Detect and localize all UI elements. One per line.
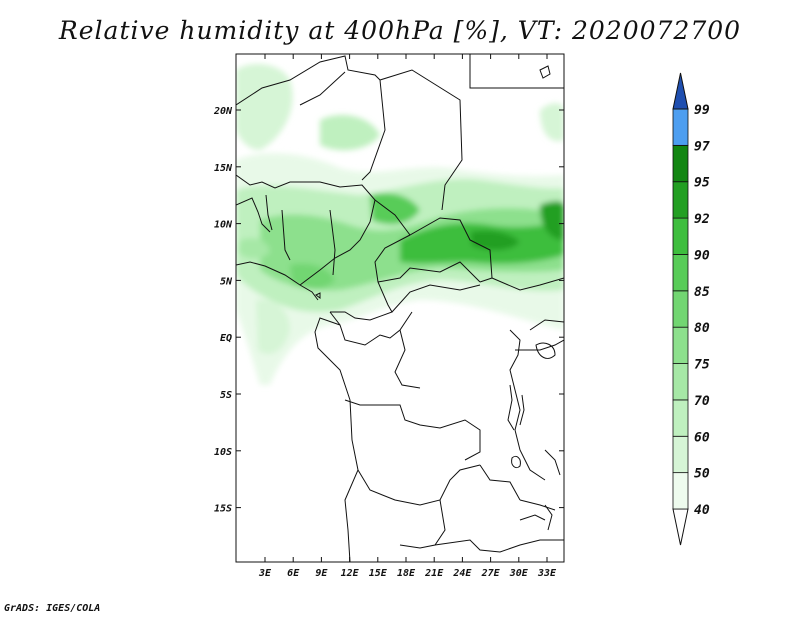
- colorbar-segment: [672, 435, 689, 474]
- lon-label: 30E: [509, 568, 529, 579]
- colorbar-label: 60: [694, 430, 710, 445]
- lon-label: 3E: [258, 568, 272, 579]
- lat-label: 15S: [214, 504, 232, 515]
- lon-label: 27E: [481, 568, 501, 579]
- colorbar-label: 80: [694, 321, 710, 336]
- colorbar-label: 50: [694, 467, 710, 482]
- grads-credit: GrADS: IGES/COLA: [4, 603, 101, 614]
- colorbar-label: 70: [694, 394, 710, 409]
- colorbar-segment: [672, 363, 689, 401]
- lon-label: 24E: [452, 568, 472, 579]
- colorbar-segment: [672, 472, 689, 510]
- colorbar-segment: [672, 326, 689, 364]
- colorbar-label: 97: [694, 139, 710, 154]
- colorbar-segment: [672, 144, 689, 183]
- colorbar-label: 92: [694, 212, 710, 227]
- humidity-field: [236, 64, 564, 385]
- longitude-axis: 3E 6E 9E 12E 15E 18E 21E 24E 27E 30E 33E: [258, 54, 557, 579]
- colorbar-top-arrow: [672, 72, 689, 110]
- colorbar-segment: [672, 254, 689, 292]
- lon-label: 9E: [315, 568, 328, 579]
- colorbar-segment: [672, 181, 689, 219]
- country-borders: [236, 54, 564, 562]
- lon-label: 15E: [369, 568, 388, 579]
- colorbar-segment: [672, 290, 689, 328]
- colorbar-segment: [672, 108, 689, 146]
- lat-label: 20N: [213, 106, 233, 117]
- lat-label: 5N: [220, 276, 233, 287]
- lon-label: 33E: [537, 568, 557, 579]
- lon-label: 21E: [424, 568, 444, 579]
- map-frame: [235, 53, 565, 563]
- colorbar-segment: [672, 399, 689, 437]
- lat-label: 10S: [214, 447, 232, 458]
- colorbar-label: 85: [694, 285, 710, 300]
- lat-label: 15N: [214, 163, 233, 174]
- lon-label: 12E: [341, 568, 360, 579]
- latitude-axis: 20N 15N 10N 5N EQ 5S 10S 15S: [213, 106, 564, 515]
- colorbar-label: 95: [694, 176, 710, 191]
- lon-label: 18E: [397, 568, 416, 579]
- colorbar-segment: [672, 217, 689, 255]
- colorbar-label: 90: [694, 248, 710, 263]
- colorbar-bottom-arrow: [672, 508, 689, 546]
- colorbar-label: 99: [694, 103, 710, 118]
- lon-label: 6E: [287, 568, 300, 579]
- colorbar-label: 75: [694, 358, 710, 373]
- colorbar: 40 50 60 70 75 80 85 90 92 95 97 99: [672, 72, 710, 546]
- lat-label: 5S: [220, 390, 232, 401]
- colorbar-label: 40: [694, 503, 710, 518]
- lat-label: EQ: [220, 333, 232, 344]
- lat-label: 10N: [214, 220, 233, 231]
- map-title: Relative humidity at 400hPa [%], VT: 202…: [58, 16, 742, 45]
